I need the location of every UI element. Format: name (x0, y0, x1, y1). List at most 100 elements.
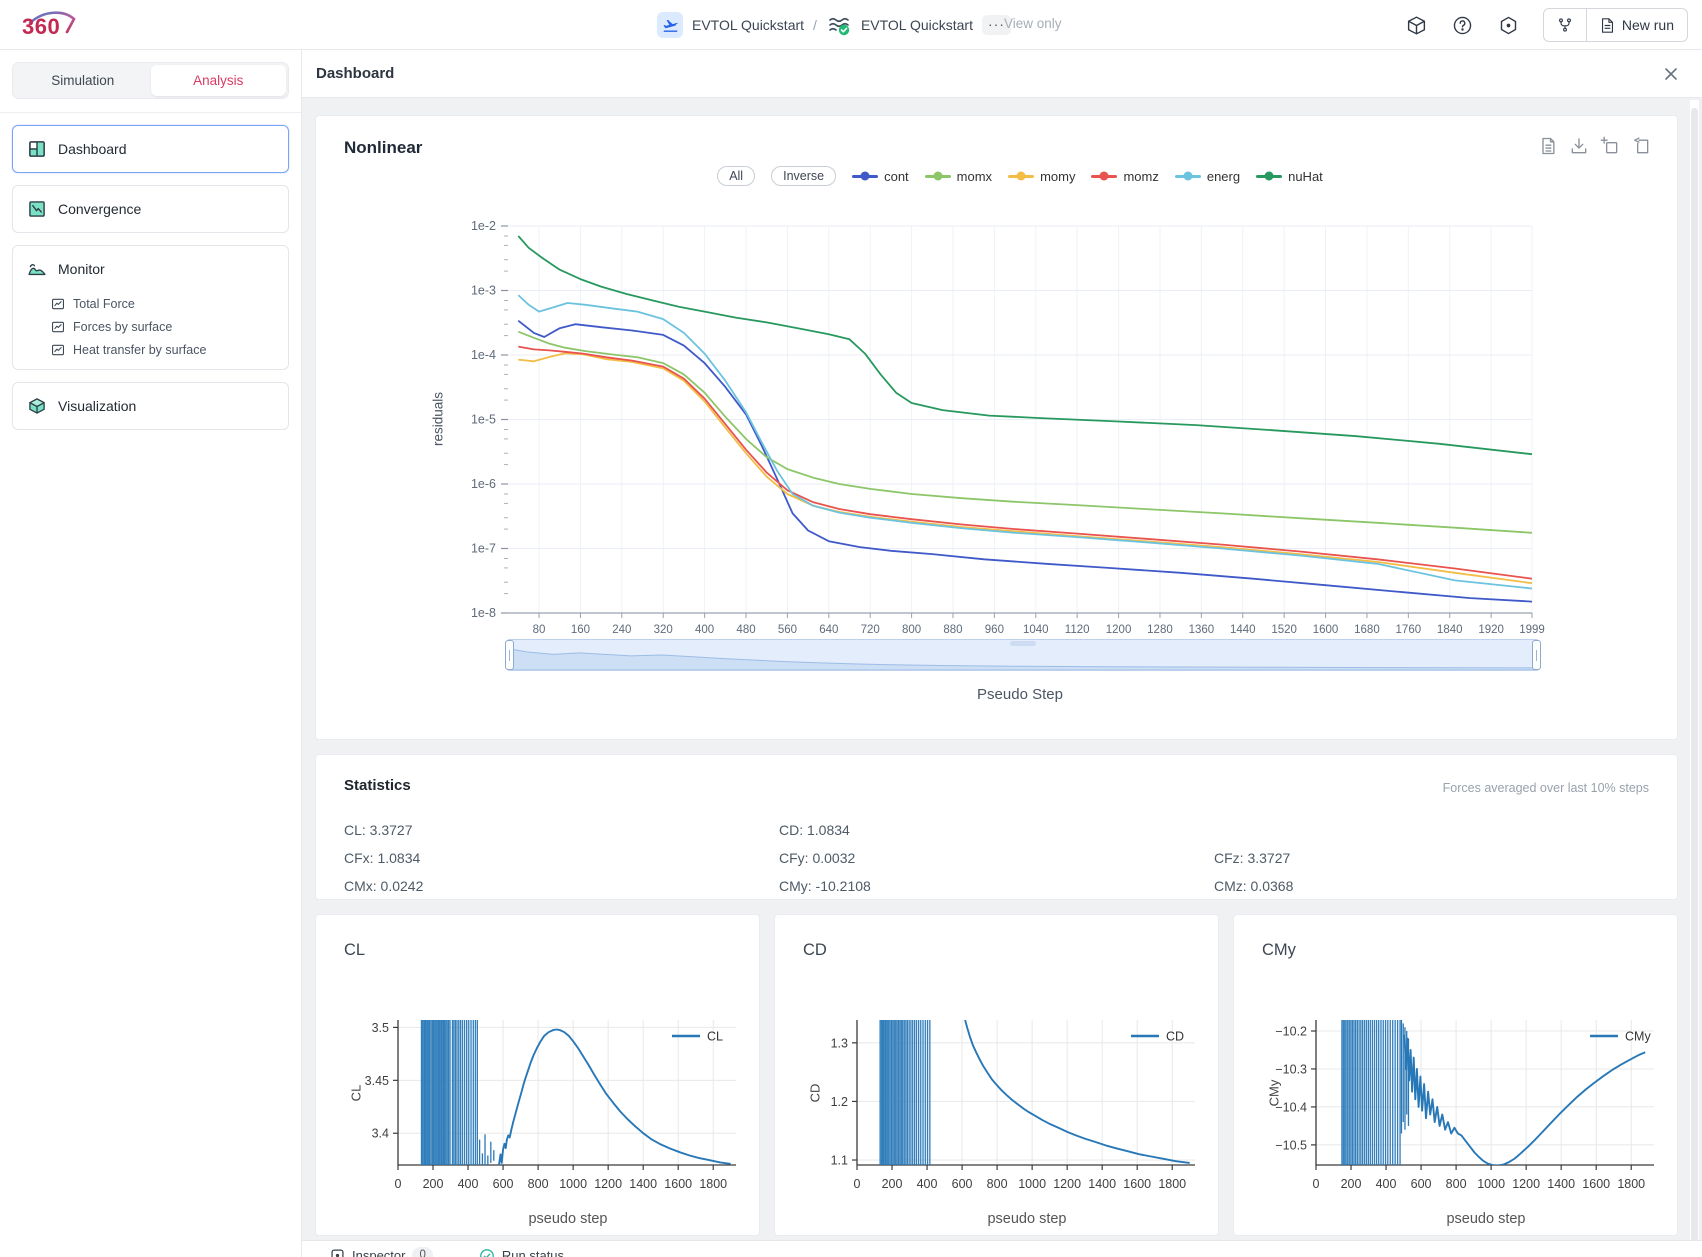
sidebar-item-label: Visualization (58, 398, 136, 414)
svg-text:−10.3: −10.3 (1275, 1062, 1307, 1076)
svg-text:0: 0 (1313, 1177, 1320, 1191)
sidebar-subitem-forces-by-surface[interactable]: Forces by surface (51, 315, 278, 338)
svg-text:1760: 1760 (1396, 624, 1422, 636)
svg-text:1200: 1200 (1512, 1177, 1540, 1191)
cl-xlabel: pseudo step (398, 1211, 738, 1227)
scrollbar[interactable] (1690, 100, 1699, 1257)
slider-handle-right[interactable] (1532, 640, 1541, 670)
svg-text:1e-6: 1e-6 (471, 477, 496, 491)
svg-text:0: 0 (395, 1177, 402, 1191)
cmy-chart: −10.2−10.3−10.4−10.502004006008001000120… (1234, 915, 1681, 1237)
svg-text:1600: 1600 (664, 1177, 692, 1191)
stat-cmz: CMz: 0.0368 (1214, 873, 1649, 899)
dashboard-header: Dashboard (302, 50, 1702, 98)
sidebar: Simulation Analysis Dashboard (0, 50, 302, 1257)
svg-text:200: 200 (1341, 1177, 1362, 1191)
bottom-bar: Inspector 0 Run status (302, 1240, 1702, 1257)
svg-text:1.3: 1.3 (831, 1036, 848, 1050)
svg-text:CD: CD (1166, 1030, 1184, 1044)
cl-chart: 3.53.453.4020040060080010001200140016001… (316, 915, 763, 1237)
svg-text:240: 240 (612, 624, 631, 636)
cmy-xlabel: pseudo step (1316, 1211, 1656, 1227)
svg-text:1040: 1040 (1023, 624, 1049, 636)
svg-text:1e-2: 1e-2 (471, 219, 496, 233)
sidebar-item-monitor[interactable]: Monitor Total Force Forces by surface (12, 245, 289, 370)
cd-chart-panel: CD 1.31.21.10200400600800100012001400160… (774, 914, 1219, 1236)
range-slider[interactable] (506, 639, 1540, 671)
help-icon[interactable] (1451, 13, 1475, 37)
slider-handle-left[interactable] (505, 640, 514, 670)
svg-text:1e-5: 1e-5 (471, 413, 496, 427)
fork-run-button[interactable] (1544, 9, 1586, 41)
svg-text:400: 400 (917, 1177, 938, 1191)
svg-text:1400: 1400 (1547, 1177, 1575, 1191)
inspector-icon (330, 1248, 345, 1257)
stat-cfx: CFx: 1.0834 (344, 845, 779, 871)
svg-text:1.2: 1.2 (831, 1095, 848, 1109)
svg-text:1920: 1920 (1478, 624, 1504, 636)
breadcrumb: EVTOL Quickstart / EVTOL Quickstart ··· (657, 0, 1011, 50)
sidebar-subitem-total-force[interactable]: Total Force (51, 292, 278, 315)
tab-simulation[interactable]: Simulation (15, 65, 151, 96)
nonlinear-residuals-panel: Nonlinear (315, 115, 1678, 740)
svg-text:880: 880 (943, 624, 962, 636)
stat-cmx: CMx: 0.0242 (344, 873, 779, 899)
stat-cl: CL: 3.3727 (344, 817, 779, 843)
svg-text:560: 560 (778, 624, 797, 636)
svg-text:600: 600 (952, 1177, 973, 1191)
sidebar-item-convergence[interactable]: Convergence (12, 185, 289, 233)
run-status-check-icon (479, 1248, 495, 1257)
close-icon[interactable] (1660, 63, 1682, 85)
svg-text:3.4: 3.4 (372, 1127, 389, 1141)
svg-text:1360: 1360 (1189, 624, 1215, 636)
run-status-button[interactable]: Run status (479, 1248, 564, 1257)
inspector-count-badge: 0 (412, 1247, 432, 1257)
sidebar-subitem-heat-transfer[interactable]: Heat transfer by surface (51, 338, 278, 361)
page-title: Dashboard (316, 65, 394, 82)
svg-text:1e-8: 1e-8 (471, 606, 496, 620)
sidebar-tab-switcher: Simulation Analysis (0, 50, 301, 113)
cmy-ylabel: CMy (1267, 1080, 1282, 1107)
breadcrumb-run[interactable]: EVTOL Quickstart (861, 17, 973, 33)
top-bar: 360 EVTOL Quickstart / EVTOL Quickstart … (0, 0, 1702, 50)
svg-text:400: 400 (458, 1177, 479, 1191)
breadcrumb-separator: / (813, 17, 817, 33)
inspector-button[interactable]: Inspector 0 (330, 1247, 433, 1257)
svg-text:0: 0 (854, 1177, 861, 1191)
svg-text:80: 80 (533, 624, 546, 636)
svg-text:800: 800 (528, 1177, 549, 1191)
stat-cmy: CMy: -10.2108 (779, 873, 1214, 899)
sidebar-item-visualization[interactable]: Visualization (12, 382, 289, 430)
svg-text:200: 200 (882, 1177, 903, 1191)
svg-text:200: 200 (423, 1177, 444, 1191)
main-area: Dashboard Nonlinear (302, 50, 1702, 1257)
svg-text:1600: 1600 (1582, 1177, 1610, 1191)
svg-text:1200: 1200 (1053, 1177, 1081, 1191)
svg-text:1000: 1000 (1018, 1177, 1046, 1191)
svg-text:800: 800 (1446, 1177, 1467, 1191)
svg-text:800: 800 (987, 1177, 1008, 1191)
stat-cfy: CFy: 0.0032 (779, 845, 1214, 871)
statistics-panel: Statistics Forces averaged over last 10%… (315, 754, 1678, 900)
sidebar-item-dashboard[interactable]: Dashboard (12, 125, 289, 173)
cl-ylabel: CL (349, 1085, 364, 1102)
new-run-button[interactable]: New run (1587, 9, 1687, 41)
app-logo[interactable]: 360 (22, 10, 82, 40)
cd-ylabel: CD (808, 1084, 823, 1103)
breadcrumb-project[interactable]: EVTOL Quickstart (692, 17, 804, 33)
svg-text:1280: 1280 (1147, 624, 1173, 636)
cd-xlabel: pseudo step (857, 1211, 1197, 1227)
svg-text:640: 640 (819, 624, 838, 636)
settings-icon[interactable] (1497, 13, 1521, 37)
project-plane-icon[interactable] (657, 12, 683, 38)
monitor-icon (27, 259, 47, 279)
assets-cube-icon[interactable] (1405, 13, 1429, 37)
svg-text:−10.5: −10.5 (1275, 1138, 1307, 1152)
svg-text:1e-3: 1e-3 (471, 284, 496, 298)
svg-text:400: 400 (695, 624, 714, 636)
tab-analysis[interactable]: Analysis (151, 65, 287, 96)
slider-grip[interactable] (1010, 641, 1036, 646)
run-button-group: New run (1543, 8, 1688, 42)
stat-empty (1214, 817, 1649, 843)
sidebar-item-label: Monitor (58, 261, 105, 277)
